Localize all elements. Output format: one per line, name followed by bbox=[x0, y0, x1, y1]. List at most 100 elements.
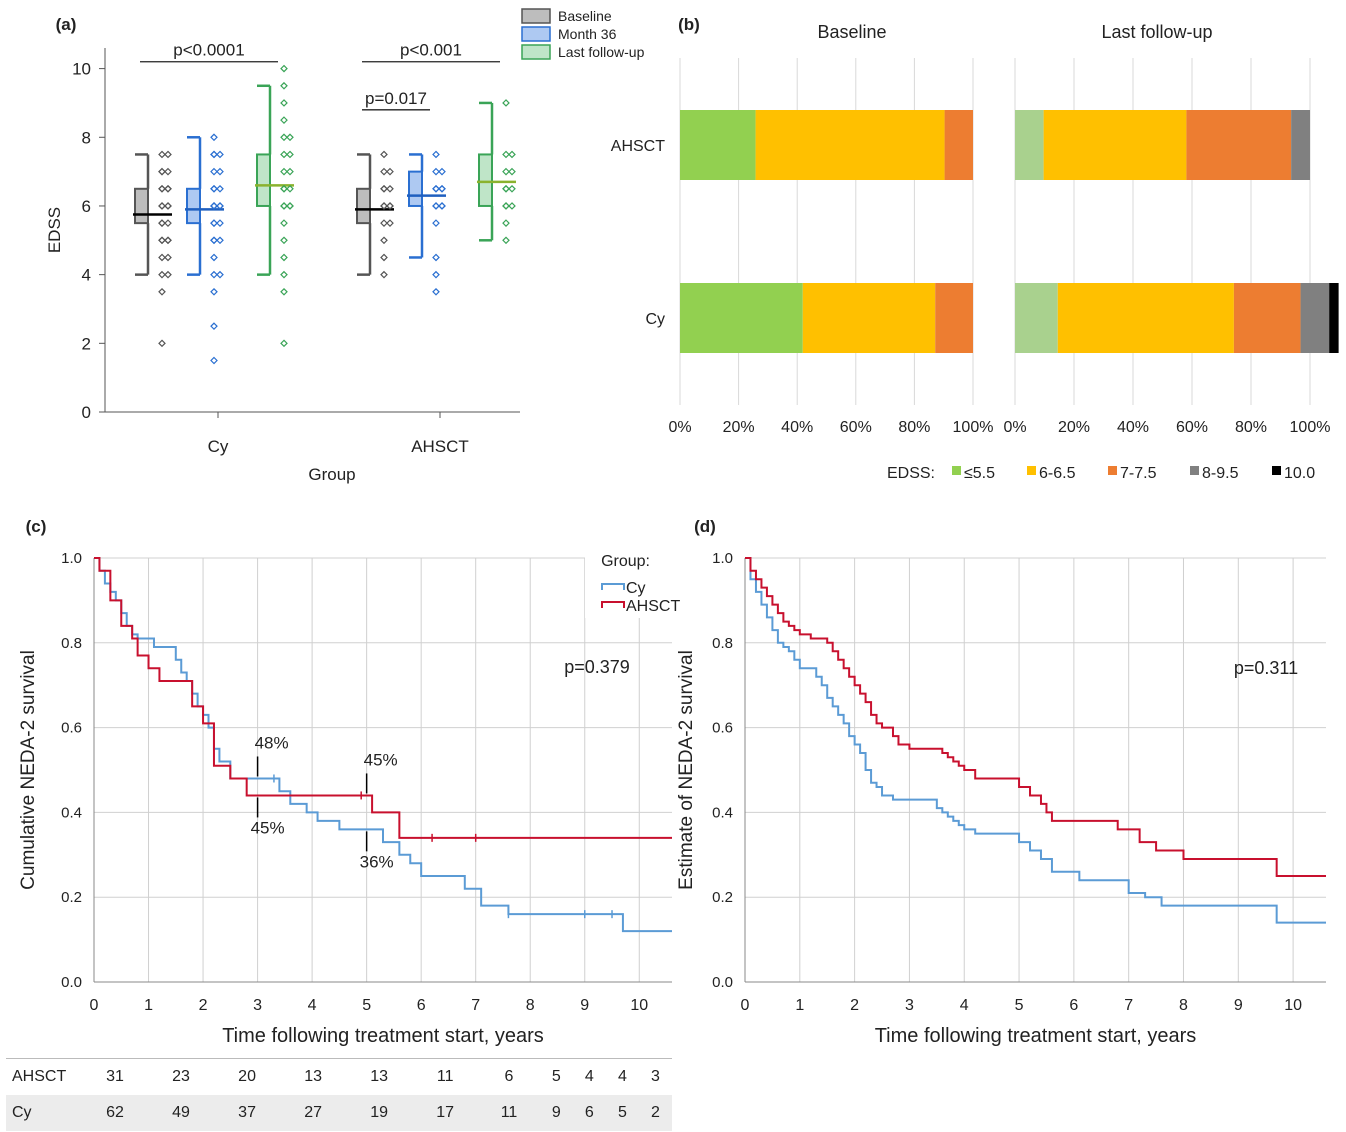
a-data-point bbox=[386, 219, 394, 227]
a-data-point bbox=[164, 236, 172, 245]
b-legend-swatch bbox=[952, 466, 961, 475]
a-data-point bbox=[502, 219, 510, 227]
a-data-point bbox=[380, 219, 388, 227]
risk-table-cell: 31 bbox=[82, 1058, 149, 1095]
c-x-tick-label: 6 bbox=[417, 997, 426, 1014]
b-bar-segment bbox=[802, 283, 936, 353]
b-legend-swatch bbox=[1027, 466, 1036, 475]
c-x-axis-label: Time following treatment start, years bbox=[222, 1025, 544, 1047]
a-data-point bbox=[386, 184, 394, 193]
a-data-point bbox=[216, 219, 224, 227]
b-bar-segment bbox=[1291, 110, 1310, 180]
panel-label-b: (b) bbox=[678, 15, 700, 34]
risk-table-row: AHSCT 31 23 20 13 13 11 6 5 4 4 3 bbox=[6, 1058, 672, 1095]
a-data-point bbox=[164, 219, 172, 227]
c-y-tick-label: 0.6 bbox=[61, 720, 82, 737]
risk-table-cell: 20 bbox=[214, 1058, 281, 1095]
a-data-point bbox=[280, 133, 288, 142]
a-data-point bbox=[280, 150, 288, 159]
a-x-tick-label: AHSCT bbox=[411, 437, 469, 456]
a-data-point bbox=[280, 219, 288, 227]
a-data-point bbox=[380, 150, 388, 159]
c-x-tick-label: 5 bbox=[362, 997, 371, 1014]
a-data-point bbox=[286, 202, 294, 210]
a-data-point bbox=[158, 150, 166, 159]
a-data-point bbox=[438, 167, 446, 176]
a-data-point bbox=[380, 236, 388, 245]
d-x-tick-label: 9 bbox=[1234, 997, 1243, 1014]
a-data-point bbox=[280, 270, 288, 279]
a-data-point bbox=[286, 133, 294, 142]
b-legend-label: ≤5.5 bbox=[964, 465, 995, 482]
c-annotation-label: 45% bbox=[364, 750, 398, 769]
a-x-tick-label: Cy bbox=[208, 437, 229, 456]
risk-table-cell: 37 bbox=[214, 1095, 281, 1131]
a-data-point bbox=[280, 202, 288, 210]
risk-table-cell: 3 bbox=[638, 1058, 672, 1095]
risk-table-cell: 4 bbox=[605, 1058, 639, 1095]
risk-table-cell: 11 bbox=[412, 1058, 479, 1095]
risk-table-cell: 49 bbox=[148, 1095, 215, 1131]
a-data-point bbox=[280, 81, 288, 90]
a-data-point bbox=[158, 184, 166, 193]
c-x-tick-label: 4 bbox=[308, 997, 317, 1014]
b-legend-label: 6-6.5 bbox=[1039, 465, 1076, 482]
a-data-point bbox=[432, 150, 440, 159]
d-y-tick-label: 0.2 bbox=[712, 889, 733, 906]
a-data-point bbox=[216, 150, 224, 159]
a-data-point bbox=[164, 167, 172, 176]
a-data-point bbox=[386, 202, 394, 210]
c-legend-title: Group: bbox=[601, 553, 650, 570]
a-data-point bbox=[432, 202, 440, 210]
a-data-point bbox=[280, 253, 288, 262]
a-data-point bbox=[432, 219, 440, 227]
a-data-point bbox=[164, 202, 172, 210]
a-data-point bbox=[432, 202, 440, 210]
b-category-label: Cy bbox=[645, 311, 665, 328]
a-data-point bbox=[210, 287, 218, 296]
a-data-point bbox=[210, 322, 218, 330]
a-data-point bbox=[158, 287, 166, 296]
b-legend-label: 10.0 bbox=[1284, 465, 1315, 482]
b-x-tick-label: 0% bbox=[1003, 419, 1026, 436]
b-bar-segment bbox=[1186, 110, 1292, 180]
risk-table-cell: 19 bbox=[346, 1095, 413, 1131]
a-data-point bbox=[210, 150, 218, 159]
b-legend-label: 7-7.5 bbox=[1120, 465, 1157, 482]
b-x-tick-label: 20% bbox=[723, 419, 755, 436]
a-data-point bbox=[164, 253, 172, 262]
b-category-label: AHSCT bbox=[611, 138, 665, 155]
a-data-point bbox=[210, 253, 218, 262]
a-data-point bbox=[508, 184, 516, 193]
b-bar-segment bbox=[1057, 283, 1234, 353]
a-data-point bbox=[502, 202, 510, 210]
a-data-point bbox=[438, 184, 446, 193]
a-data-point bbox=[164, 184, 172, 193]
panel-label-a: (a) bbox=[56, 15, 77, 34]
b-legend-label: 8-9.5 bbox=[1202, 465, 1239, 482]
a-data-point bbox=[280, 184, 288, 193]
a-data-point bbox=[210, 184, 218, 193]
b-panel-title: Baseline bbox=[817, 22, 886, 42]
b-bar-segment bbox=[755, 110, 945, 180]
risk-table-cell: 13 bbox=[280, 1058, 347, 1095]
a-data-point bbox=[380, 253, 388, 262]
a-y-tick-label: 8 bbox=[82, 128, 91, 147]
a-data-point bbox=[158, 339, 166, 348]
a-box bbox=[134, 187, 149, 225]
a-legend-swatch bbox=[521, 26, 551, 42]
a-data-point bbox=[216, 202, 224, 210]
c-x-tick-label: 0 bbox=[90, 997, 99, 1014]
c-y-tick-label: 0.8 bbox=[61, 635, 82, 652]
a-data-point bbox=[380, 184, 388, 193]
d-x-tick-label: 1 bbox=[795, 997, 804, 1014]
a-data-point bbox=[386, 202, 394, 210]
a-data-point bbox=[280, 202, 288, 210]
d-series-line-cy bbox=[745, 557, 1326, 924]
a-data-point bbox=[210, 236, 218, 245]
d-y-tick-label: 0.4 bbox=[712, 804, 733, 821]
a-legend-label: Month 36 bbox=[558, 26, 617, 42]
d-x-tick-label: 8 bbox=[1179, 997, 1188, 1014]
d-x-tick-label: 10 bbox=[1284, 997, 1302, 1014]
